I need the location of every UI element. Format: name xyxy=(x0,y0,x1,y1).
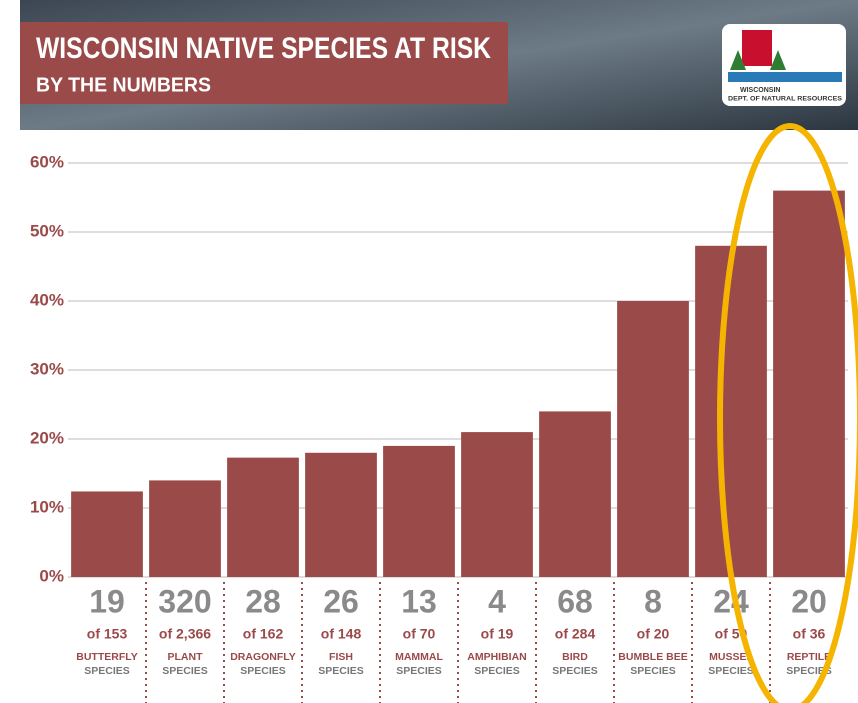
species-count: 20 xyxy=(791,583,827,619)
species-total: of 2,366 xyxy=(159,626,211,642)
unit-label: SPECIES xyxy=(240,665,286,677)
unit-label: SPECIES xyxy=(84,665,130,677)
species-total: of 284 xyxy=(555,626,596,642)
species-total: of 19 xyxy=(481,626,514,642)
chart-title: WISCONSIN NATIVE SPECIES AT RISK xyxy=(36,32,491,65)
species-total: of 148 xyxy=(321,626,362,642)
species-count: 26 xyxy=(323,583,359,619)
logo-text: WISCONSIN xyxy=(740,87,780,94)
category-label: PLANT xyxy=(168,651,204,663)
species-total: of 153 xyxy=(87,626,128,642)
category-label: BIRD xyxy=(562,651,588,663)
species-total: of 162 xyxy=(243,626,284,642)
unit-label: SPECIES xyxy=(162,665,208,677)
bar xyxy=(227,458,299,577)
species-count: 19 xyxy=(89,583,125,619)
bar xyxy=(461,432,533,577)
logo-water xyxy=(728,72,842,82)
unit-label: SPECIES xyxy=(630,665,676,677)
bar xyxy=(695,246,767,577)
bar xyxy=(539,411,611,577)
bar xyxy=(383,446,455,577)
chart: WISCONSIN NATIVE SPECIES AT RISK BY THE … xyxy=(0,0,858,703)
y-tick-label: 40% xyxy=(30,290,64,309)
logo-w xyxy=(742,30,772,66)
category-label: BUMBLE BEE xyxy=(618,651,687,663)
species-count: 68 xyxy=(557,583,593,619)
species-total: of 20 xyxy=(637,626,670,642)
y-tick-label: 60% xyxy=(30,152,64,171)
unit-label: SPECIES xyxy=(708,665,754,677)
species-count: 4 xyxy=(488,583,506,619)
unit-label: SPECIES xyxy=(318,665,364,677)
species-count: 8 xyxy=(644,583,662,619)
y-tick-label: 30% xyxy=(30,359,64,378)
unit-label: SPECIES xyxy=(474,665,520,677)
species-total: of 70 xyxy=(403,626,436,642)
category-label: DRAGONFLY xyxy=(230,651,296,663)
category-label: BUTTERFLY xyxy=(76,651,137,663)
y-tick-label: 10% xyxy=(30,497,64,516)
logo: WISCONSIN DEPT. OF NATURAL RESOURCES xyxy=(722,24,846,106)
species-count: 28 xyxy=(245,583,281,619)
species-total: of 36 xyxy=(793,626,826,642)
category-label: MAMMAL xyxy=(395,651,443,663)
bar xyxy=(149,480,221,577)
species-count: 13 xyxy=(401,583,437,619)
category-label: AMPHIBIAN xyxy=(467,651,527,663)
chart-subtitle: BY THE NUMBERS xyxy=(36,74,211,96)
y-tick-label: 0% xyxy=(39,566,64,585)
bar xyxy=(71,491,143,577)
unit-label: SPECIES xyxy=(396,665,442,677)
unit-label: SPECIES xyxy=(552,665,598,677)
category-label: FISH xyxy=(329,651,353,663)
y-tick-label: 20% xyxy=(30,428,64,447)
category-label: REPTILE xyxy=(787,651,831,663)
bar xyxy=(305,453,377,577)
bar xyxy=(617,301,689,577)
y-tick-label: 50% xyxy=(30,221,64,240)
logo-text: DEPT. OF NATURAL RESOURCES xyxy=(728,96,843,103)
bar xyxy=(773,191,845,577)
species-count: 320 xyxy=(158,583,211,619)
